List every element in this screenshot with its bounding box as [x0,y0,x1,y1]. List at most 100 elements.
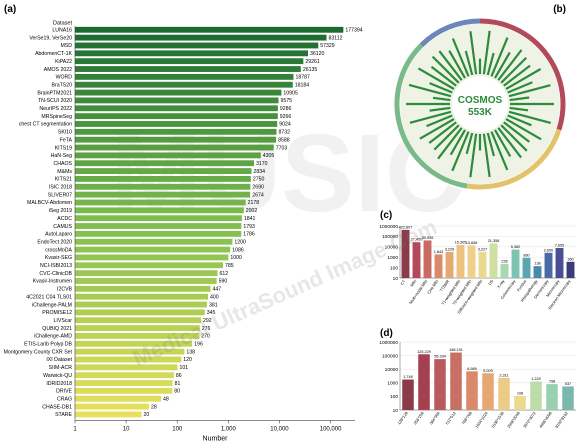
y-tick-label: 100000 [382,234,398,240]
bar [555,248,564,278]
value-label: 1,843 [434,250,444,254]
category-label: DRIVE [56,389,72,395]
resolution-chart-svg: (d)1000000 100000 10000 1000 100 10 1,746 128*1… [379,328,576,429]
x-axis-label: Number [203,435,229,442]
category-label: CHAOS [54,161,73,167]
bar [75,89,282,96]
bar [75,238,233,245]
value-label: 177394 [345,28,362,34]
bar [75,50,308,57]
value-label: 422,807 [399,225,413,229]
value-label: 860 [523,253,529,257]
category-label: CT [399,278,406,286]
value-label: 1,746 [403,375,413,379]
category-label: iSeg 2019 [49,208,72,214]
bar [544,252,553,278]
radial-spoke [503,121,530,143]
value-label: 785 [225,263,234,269]
value-label: 36120 [310,51,325,57]
radial-spoke [490,131,509,171]
bar [75,144,274,151]
value-label: 101 [179,365,188,371]
bar [478,251,487,278]
y-tick-label: 100 [390,394,398,400]
bar [466,371,478,410]
y-tick-label: 100 [390,265,398,271]
value-label: 590 [219,279,228,285]
radial-ring-segment [466,128,562,190]
radial-spoke [429,106,451,112]
value-label: 27,450 [411,238,423,242]
category-label: KiPA22 [55,59,72,65]
category-label: MRSpineSeg [41,114,72,120]
value-label: 20 [144,412,150,418]
category-label: MSD [60,43,72,49]
bar [445,251,454,278]
category-label: MALBCV-Abdomen [27,200,72,206]
bar [562,386,574,410]
value-label: 1200 [234,239,246,245]
category-label: Kvasir-Instrumen [33,279,72,285]
value-label: 40,996 [422,236,434,240]
category-label: SLIVER07 [48,192,72,198]
y-tick-label: 1000000 [379,340,398,346]
category-label: Montgomery County CXR Set [4,349,73,355]
radial-spoke [451,38,470,77]
value-label: 2750 [253,177,265,183]
bar [75,199,246,206]
panel-label-c: (c) [380,210,392,221]
value-label: 8588 [278,137,290,143]
value-label: 7,655 [555,244,565,248]
category-label: M&Ms [57,169,72,175]
radial-spoke [426,114,453,128]
y-tick-label: 10 [393,408,399,414]
value-label: 1086 [232,247,244,253]
value-label: 83112 [329,35,343,41]
radial-spoke [482,30,491,75]
bar [75,121,278,127]
radial-spoke [432,96,451,102]
value-label: 86 [176,373,182,379]
value-label: 3,226 [445,247,455,251]
y-tick-label: 100000 [382,353,398,359]
bar [75,340,193,347]
value-label: 9575 [281,98,293,104]
category-label: BraTS20 [52,82,73,88]
category-label: TTSMR [439,279,451,293]
radial-spoke [428,121,457,144]
radial-spoke [449,129,466,156]
radial-spoke [437,127,463,160]
value-label: 2,311 [499,373,508,377]
bar [75,223,242,229]
bar [75,380,173,386]
y-tick-label: 1000 [387,381,398,387]
category-label: 2048*2048 [506,411,521,429]
category-label: chest CT segmentation [19,122,72,128]
bar [75,97,279,104]
x-tick-label: 1,000 [221,426,237,432]
category-label: VerSe19, VerSe20 [29,35,72,41]
category-label: ACDC [57,216,72,222]
category-label: AMOS 2022 [44,67,72,73]
radial-center-disc [452,76,508,132]
bar [412,242,421,278]
y-tick-label: 1000000 [379,224,398,230]
value-label: 120 [183,357,192,363]
category-label: SKI10 [58,130,72,136]
value-label: 29261 [305,59,320,65]
value-label: 1793 [243,224,255,230]
category-label: AbdomenCT-1K [35,51,72,57]
panel-a-dataset-bar-chart: (a) Dataset LUNA16 177394 VerSe19, VerSe20 83… [4,4,363,442]
modality-chart-svg: (c) 1000000 100000 10000 1000 100 10 422,807 CT 2… [379,210,576,314]
radial-spoke [486,52,495,76]
radial-spoke [507,114,532,127]
panel-b-radial-chart: (b) COSMOS 553K [370,0,580,206]
value-label: 138 [534,262,540,266]
panel-label-d: (d) [380,328,393,339]
radial-ring-segment [479,18,566,131]
radial-spoke [503,64,531,87]
bar [75,183,251,190]
value-label: 168,191 [449,348,463,352]
bar [75,105,278,112]
